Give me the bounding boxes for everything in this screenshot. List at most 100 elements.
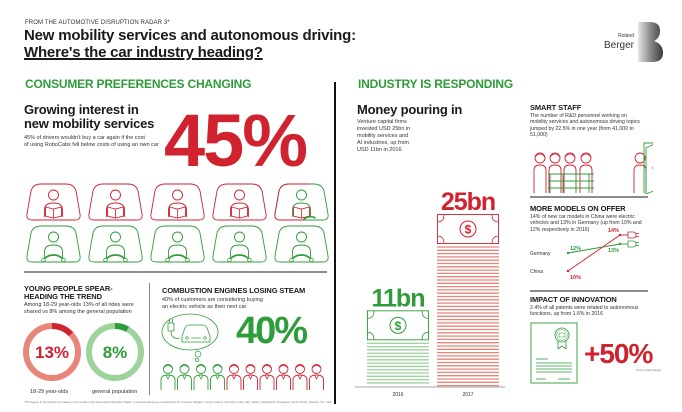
section-divider (334, 82, 336, 404)
drivers-grid (26, 183, 329, 263)
staff-person-icon (563, 152, 577, 193)
title-line-2: Where's the car industry heading? (24, 44, 263, 61)
driver-window (26, 183, 81, 221)
young-people-text: Among 18-29 year-olds 13% of all rides w… (24, 302, 134, 315)
kicker: FROM THE AUTOMOTIVE DISRUPTION RADAR 3* (25, 20, 170, 26)
donut-charts: 13% 8% (23, 323, 144, 381)
door-icon (643, 142, 653, 194)
dollar-sign: $ (395, 319, 402, 333)
series-line (567, 234, 621, 272)
steering-wheel-icon (166, 254, 189, 263)
smart-staff-title: SMART STAFF (530, 103, 582, 112)
driver-window (88, 183, 143, 221)
growing-interest-text: 45% of drivers wouldn't buy a car again … (24, 135, 159, 148)
driver-window (88, 225, 143, 263)
growing-interest-title: Growing interest in new mobility service… (24, 102, 155, 131)
car-window-icon (274, 225, 329, 263)
series-end-label: 14% (608, 228, 619, 234)
person-icon (210, 364, 225, 390)
innovation-text: 2.4% of all patents were related to auto… (530, 305, 639, 318)
driver-window (274, 183, 329, 221)
series-germany: Germany 12% 13% (530, 240, 639, 257)
donut-caption-general: general population (92, 389, 138, 395)
money-bar-2016: $11bn 2016 (367, 284, 429, 398)
person-head-icon (296, 231, 307, 243)
driver-window (212, 183, 267, 221)
person-icon (259, 364, 275, 390)
banknote-icon: $ (367, 310, 429, 341)
driver-window (150, 183, 205, 221)
person-icon (276, 364, 291, 390)
person-icon (193, 364, 209, 390)
dollar-circle-icon (459, 220, 477, 238)
plug-icon (627, 240, 639, 248)
steering-wheel-icon (302, 215, 316, 221)
divider-young-combustion (149, 283, 150, 395)
models-chart: Germany 12% 13% China 10% 14% (530, 228, 639, 281)
innovation-title: IMPACT OF INNOVATION (530, 295, 617, 304)
logo-small-text: Roland (618, 33, 634, 39)
series-start-label: 12% (570, 246, 581, 252)
person-head-icon (48, 189, 59, 201)
steering-wheel-icon (290, 254, 313, 263)
desk-grid-icon (548, 173, 594, 193)
person-head-icon (48, 231, 59, 243)
steering-wheel-icon (228, 254, 251, 263)
car-window-icon (88, 225, 143, 263)
person-head-icon (234, 189, 245, 201)
logo-b-icon (638, 22, 663, 62)
money-bar-label: 25bn (441, 188, 495, 216)
donut-caption-young: 18-29 year-olds (30, 389, 69, 395)
patent-certificate-icon (530, 322, 578, 384)
smart-staff-text: The number of R&D personnel working on m… (530, 113, 640, 139)
models-text: 14% of new car models in China were elec… (530, 214, 642, 233)
person-icon (226, 364, 242, 390)
industry-section-title: INDUSTRY IS RESPONDING (358, 77, 513, 91)
staff-person-icon (548, 152, 562, 193)
growing-interest-big-value: 45% (164, 99, 308, 182)
roland-berger-logo: Roland Berger (594, 20, 664, 64)
source-note: Source: Roland Berger (636, 369, 662, 372)
car-window-icon (26, 225, 81, 263)
steering-wheel-icon (104, 254, 127, 263)
models-title: MORE MODELS ON OFFER (530, 204, 626, 213)
donut-segment (114, 323, 129, 332)
person-icon (292, 364, 308, 390)
footnote: *The figures in the graphic are based on… (24, 400, 332, 404)
person-head-icon (110, 231, 121, 243)
person-head-icon (172, 231, 183, 243)
donut-value-label: 13% (35, 343, 69, 362)
combustion-text: 40% of customers are considering buying … (162, 297, 263, 310)
person-head-icon (234, 231, 245, 243)
driver-window (26, 225, 81, 263)
banknote-icon: $ (437, 214, 499, 244)
series-point-start (566, 251, 570, 255)
person-icon (309, 364, 324, 390)
money-text: Venture capital firms invested USD 25bn … (357, 119, 411, 153)
donut-value-label: 8% (103, 343, 128, 362)
driver-window (212, 225, 267, 263)
combustion-big-value: 40% (236, 310, 308, 352)
series-name-label: China (530, 269, 543, 275)
car-window-icon (26, 183, 81, 221)
person-head-icon (110, 189, 121, 201)
car-window-icon (212, 183, 267, 221)
divider-consumer (24, 271, 327, 273)
series-line (567, 243, 621, 254)
money-year-label: 2017 (462, 392, 473, 398)
donut-segment (51, 323, 74, 337)
driver-window (274, 225, 329, 263)
plug-icon (627, 231, 639, 239)
combustion-title: COMBUSTION ENGINES LOSING STEAM (162, 286, 306, 295)
person-head-icon (296, 189, 307, 201)
ev-people-row (160, 364, 324, 390)
young-people-title: YOUNG PEOPLE SPEAR- HEADING THE TREND (24, 284, 113, 301)
driver-window (150, 225, 205, 263)
steering-wheel-icon (42, 254, 65, 263)
series-end-label: 13% (608, 248, 619, 254)
divider-staff (530, 196, 648, 198)
car-window-icon (212, 225, 267, 263)
consumer-section-title: CONSUMER PREFERENCES CHANGING (25, 77, 252, 91)
series-point-start (566, 269, 570, 273)
person-icon (160, 364, 176, 390)
